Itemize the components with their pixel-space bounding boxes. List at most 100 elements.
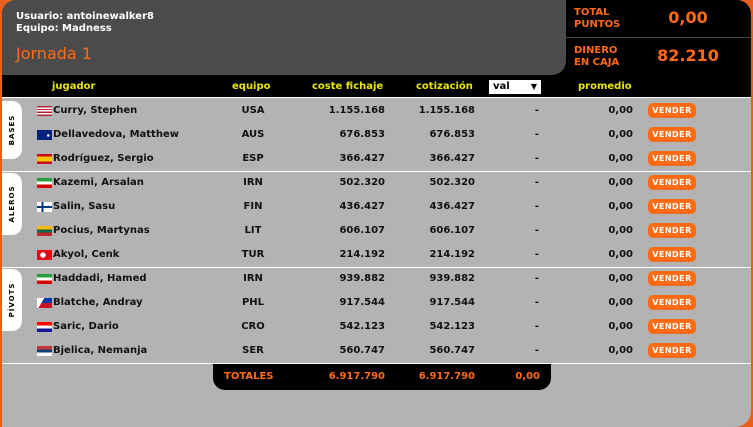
val-select[interactable]: val ▼ [489, 80, 541, 94]
flag-usa-icon [37, 106, 52, 116]
sell-button[interactable]: VENDER [648, 343, 696, 358]
player-coste: 917.544 [339, 297, 385, 308]
player-cotizacion: 366.427 [429, 153, 475, 164]
player-coste: 560.747 [339, 345, 385, 356]
col-coste[interactable]: coste fichaje [312, 81, 384, 92]
player-name[interactable]: Akyol, Cenk [53, 249, 120, 260]
divider [566, 37, 751, 38]
dinero-value: 82.210 [657, 46, 719, 65]
player-name[interactable]: Curry, Stephen [53, 105, 138, 116]
table-bottom-divider [2, 363, 751, 364]
group-divider [2, 267, 751, 268]
player-name[interactable]: Saric, Dario [53, 321, 119, 332]
player-cotizacion: 542.123 [429, 321, 475, 332]
player-cotizacion: 917.544 [429, 297, 475, 308]
player-name[interactable]: Salin, Sasu [53, 201, 116, 212]
total-puntos-label: TOTAL PUNTOS [574, 7, 621, 30]
player-cotizacion: 606.107 [429, 225, 475, 236]
jornada-title: Jornada 1 [16, 44, 92, 63]
totals-promedio: 0,00 [515, 371, 540, 382]
player-coste: 606.107 [339, 225, 385, 236]
player-team: LIT [244, 225, 262, 236]
user-box: Usuario: antoinewalker8 Equipo: Madness … [2, 0, 566, 75]
flag-irn-icon [37, 178, 52, 188]
flag-esp-icon [37, 154, 52, 164]
player-promedio: 0,00 [608, 249, 633, 260]
player-promedio: 0,00 [608, 177, 633, 188]
table-row: Curry, Stephen USA 1.155.168 1.155.168 -… [2, 99, 751, 123]
player-name[interactable]: Blatche, Andray [53, 297, 143, 308]
player-promedio: 0,00 [608, 321, 633, 332]
total-puntos-value: 0,00 [668, 8, 708, 27]
player-val: - [534, 105, 540, 116]
player-coste: 366.427 [339, 153, 385, 164]
flag-tur-icon [37, 250, 52, 260]
player-promedio: 0,00 [608, 105, 633, 116]
totals-label: TOTALES [224, 371, 274, 382]
player-val: - [534, 249, 540, 260]
sell-button[interactable]: VENDER [648, 319, 696, 334]
player-val: - [534, 153, 540, 164]
player-coste: 436.427 [339, 201, 385, 212]
totals-cotizacion: 6.917.790 [418, 371, 475, 382]
col-promedio[interactable]: promedio [578, 81, 632, 92]
player-team: ESP [242, 153, 264, 164]
player-cotizacion: 676.853 [429, 129, 475, 140]
col-jugador[interactable]: jugador [52, 81, 96, 92]
player-promedio: 0,00 [608, 297, 633, 308]
table-row: Kazemi, Arsalan IRN 502.320 502.320 - 0,… [2, 171, 751, 195]
top-bar: Usuario: antoinewalker8 Equipo: Madness … [2, 0, 751, 76]
group-tab-aleros: ALEROS [2, 173, 22, 235]
sell-button[interactable]: VENDER [648, 247, 696, 262]
player-cotizacion: 939.882 [429, 273, 475, 284]
sell-button[interactable]: VENDER [648, 151, 696, 166]
player-promedio: 0,00 [608, 129, 633, 140]
player-name[interactable]: Bjelica, Nemanja [53, 345, 148, 356]
player-val: - [534, 177, 540, 188]
table-row: Haddadi, Hamed IRN 939.882 939.882 - 0,0… [2, 267, 751, 291]
col-cotizacion[interactable]: cotización [416, 81, 473, 92]
player-name[interactable]: Pocius, Martynas [53, 225, 150, 236]
player-team: CRO [241, 321, 265, 332]
flag-aus-icon [37, 130, 52, 140]
sell-button[interactable]: VENDER [648, 127, 696, 142]
table-row: Dellavedova, Matthew AUS 676.853 676.853… [2, 123, 751, 147]
table-row: Blatche, Andray PHL 917.544 917.544 - 0,… [2, 291, 751, 315]
table-header: jugador equipo coste fichaje cotización … [2, 76, 751, 98]
player-coste: 1.155.168 [328, 105, 385, 116]
player-val: - [534, 345, 540, 356]
player-team: IRN [243, 177, 263, 188]
player-promedio: 0,00 [608, 201, 633, 212]
chevron-down-icon: ▼ [530, 82, 537, 91]
sell-button[interactable]: VENDER [648, 175, 696, 190]
player-team: FIN [243, 201, 263, 212]
table-row: Akyol, Cenk TUR 214.192 214.192 - 0,00 V… [2, 243, 751, 267]
flag-ser-icon [37, 346, 52, 356]
col-equipo[interactable]: equipo [232, 81, 271, 92]
player-coste: 676.853 [339, 129, 385, 140]
sell-button[interactable]: VENDER [648, 295, 696, 310]
player-team: AUS [241, 129, 265, 140]
player-val: - [534, 225, 540, 236]
sell-button[interactable]: VENDER [648, 199, 696, 214]
player-name[interactable]: Dellavedova, Matthew [53, 129, 179, 140]
group-divider [2, 171, 751, 172]
player-cotizacion: 1.155.168 [418, 105, 475, 116]
player-name[interactable]: Rodríguez, Sergio [53, 153, 154, 164]
player-promedio: 0,00 [608, 153, 633, 164]
sell-button[interactable]: VENDER [648, 271, 696, 286]
flag-phl-icon [37, 298, 52, 308]
flag-lit-icon [37, 226, 52, 236]
player-val: - [534, 273, 540, 284]
player-cotizacion: 436.427 [429, 201, 475, 212]
player-coste: 214.192 [339, 249, 385, 260]
player-val: - [534, 297, 540, 308]
table-row: Rodríguez, Sergio ESP 366.427 366.427 - … [2, 147, 751, 171]
player-name[interactable]: Kazemi, Arsalan [53, 177, 144, 188]
sell-button[interactable]: VENDER [648, 103, 696, 118]
flag-fin-icon [37, 202, 52, 212]
player-team: SER [242, 345, 264, 356]
player-val: - [534, 129, 540, 140]
sell-button[interactable]: VENDER [648, 223, 696, 238]
player-name[interactable]: Haddadi, Hamed [53, 273, 147, 284]
